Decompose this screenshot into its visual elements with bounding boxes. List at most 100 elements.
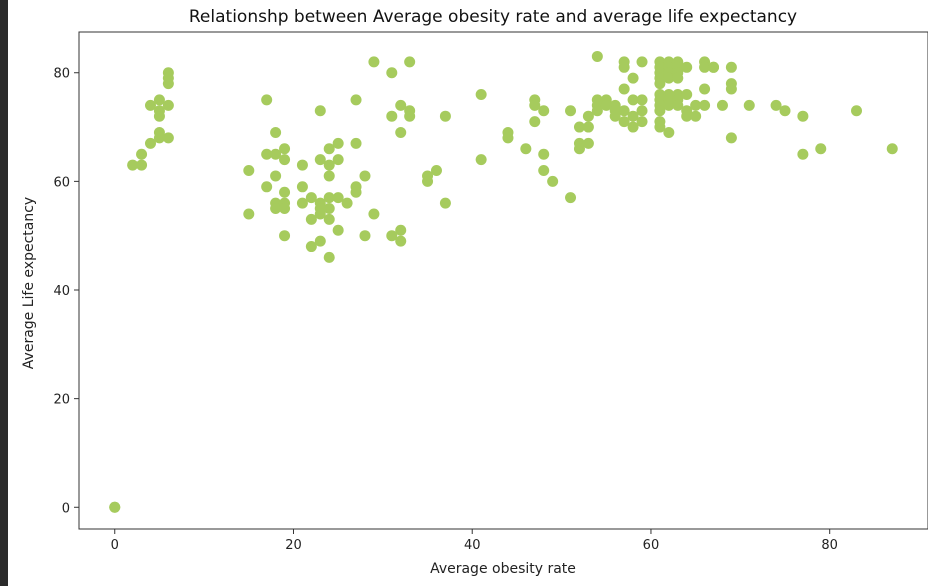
chart-title: Relationshp between Average obesity rate… (189, 7, 797, 27)
scatter-point (582, 110, 594, 122)
scatter-point (538, 165, 550, 177)
x-axis: 0 20 40 60 80 (111, 529, 838, 553)
scatter-point (395, 99, 407, 111)
scatter-point (305, 241, 317, 253)
scatter-point (547, 175, 559, 187)
scatter-point (520, 143, 532, 155)
scatter-point (582, 137, 594, 149)
scatter-point (153, 94, 165, 106)
scatter-point (261, 148, 273, 160)
scatter-point (681, 110, 693, 122)
scatter-point (681, 88, 693, 100)
scatter-point (261, 181, 273, 193)
scatter-point (341, 197, 353, 209)
scatter-point (529, 116, 541, 128)
scatter-point (618, 61, 630, 73)
scatter-point (475, 154, 487, 166)
scatter-point (636, 116, 648, 128)
scatter-point (725, 61, 737, 73)
scatter-point (296, 197, 308, 209)
scatter-point (690, 99, 702, 111)
scatter-point (636, 94, 648, 106)
scatter-point (422, 175, 434, 187)
scatter-point (690, 110, 702, 122)
scatter-point (314, 208, 326, 220)
scatter-point (350, 137, 362, 149)
scatter-point (395, 224, 407, 236)
scatter-point (270, 126, 282, 138)
scatter-point (109, 501, 121, 513)
scatter-point (323, 203, 335, 215)
scatter-point (270, 203, 282, 215)
scatter-point (565, 192, 577, 204)
scatter-point (350, 186, 362, 198)
scatter-point (770, 99, 782, 111)
data-points (109, 50, 898, 513)
scatter-point (332, 192, 344, 204)
y-axis-label: Average Life expectancy (21, 197, 37, 369)
scatter-point (332, 224, 344, 236)
scatter-point (279, 143, 291, 155)
y-tick-label: 60 (53, 175, 70, 190)
scatter-point (261, 94, 273, 106)
scatter-point (565, 105, 577, 117)
scatter-point (279, 230, 291, 242)
y-tick-label: 20 (53, 393, 70, 408)
scatter-point (162, 78, 174, 90)
scatter-point (323, 170, 335, 182)
scatter-point (475, 88, 487, 100)
scatter-point (672, 72, 684, 84)
scatter-point (573, 121, 585, 133)
scatter-point (725, 132, 737, 144)
scatter-point (815, 143, 827, 155)
scatter-point (404, 56, 416, 68)
scatter-point (743, 99, 755, 111)
scatter-point (797, 148, 809, 160)
chart-figure: Relationshp between Average obesity rate… (8, 0, 928, 586)
scatter-point (591, 50, 603, 62)
scatter-point (618, 83, 630, 95)
scatter-point (144, 137, 156, 149)
x-tick-label: 40 (464, 538, 481, 553)
x-tick-label: 60 (643, 538, 660, 553)
scatter-point (144, 99, 156, 111)
scatter-point (886, 143, 898, 155)
scatter-point (502, 132, 514, 144)
scatter-point (708, 61, 720, 73)
scatter-point (797, 110, 809, 122)
scatter-point (538, 148, 550, 160)
scatter-point (430, 165, 442, 177)
scatter-point (127, 159, 139, 171)
scatter-point (305, 213, 317, 225)
scatter-point (243, 165, 255, 177)
scatter-point (699, 99, 711, 111)
scatter-point (663, 72, 675, 84)
scatter-point (395, 235, 407, 247)
scatter-point (627, 110, 639, 122)
scatter-point (323, 251, 335, 263)
scatter-point (386, 67, 398, 79)
scatter-point (296, 159, 308, 171)
scatter-point (654, 105, 666, 117)
x-tick-label: 80 (821, 538, 838, 553)
scatter-point (591, 105, 603, 117)
scatter-point (663, 99, 675, 111)
x-axis-label: Average obesity rate (430, 561, 576, 577)
plot-area-frame (78, 31, 928, 530)
scatter-point (323, 192, 335, 204)
scatter-point (600, 99, 612, 111)
scatter-point (672, 99, 684, 111)
scatter-point (368, 208, 380, 220)
scatter-point (851, 105, 863, 117)
scatter-point (618, 116, 630, 128)
scatter-point (618, 105, 630, 117)
y-tick-label: 80 (53, 67, 70, 82)
scatter-point (153, 132, 165, 144)
scatter-point (627, 121, 639, 133)
scatter-point (279, 203, 291, 215)
scatter-point (681, 61, 693, 73)
scatter-point (305, 192, 317, 204)
scatter-point (404, 110, 416, 122)
scatter-point (279, 186, 291, 198)
scatter-point (395, 126, 407, 138)
